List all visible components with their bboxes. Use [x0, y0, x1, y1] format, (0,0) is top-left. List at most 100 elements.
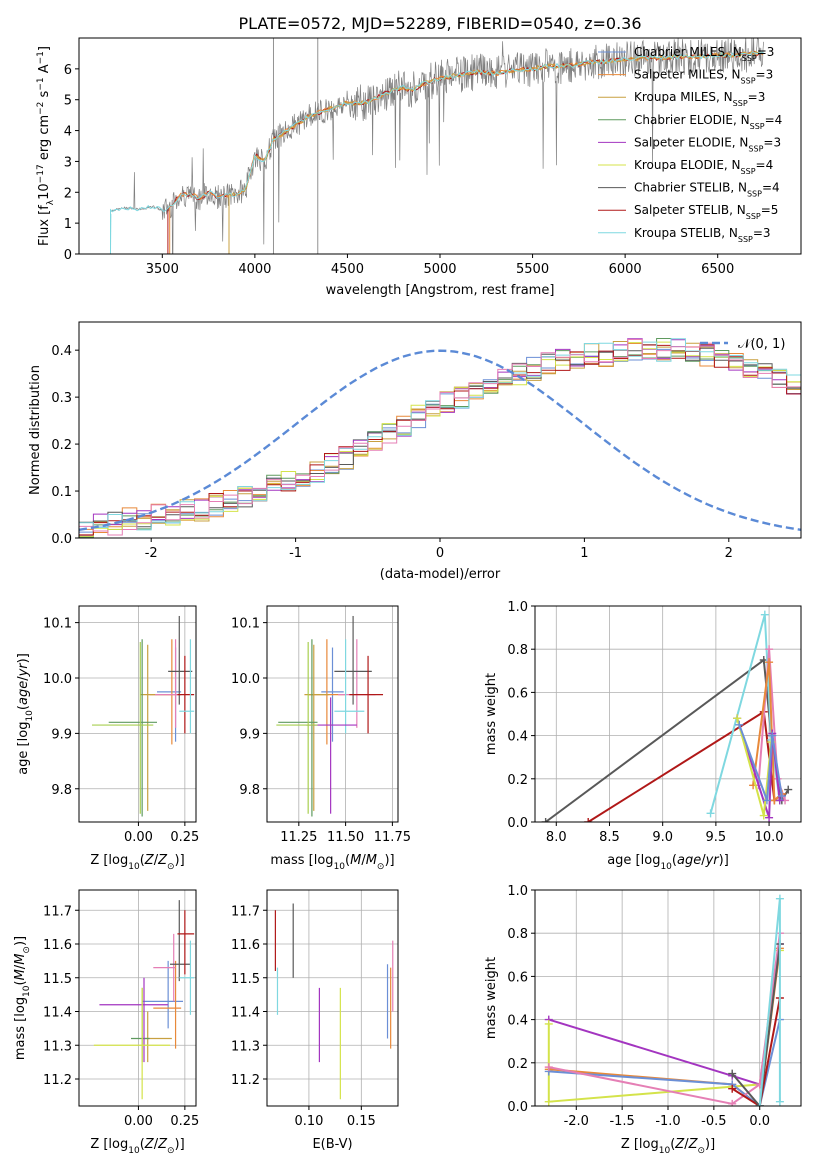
label-part: M	[13, 954, 28, 965]
weight-marker	[728, 1099, 737, 1106]
y-tick-label: 0	[64, 248, 72, 263]
normal-curve	[79, 349, 801, 531]
legend-sub: SSP	[750, 121, 765, 130]
label-part: ⊙	[377, 862, 385, 872]
legend-n: =3	[748, 90, 766, 104]
plot-area	[79, 338, 801, 538]
histogram-step	[79, 346, 801, 533]
y-tick-label: 11.6	[231, 938, 260, 953]
label-part: M	[350, 853, 361, 868]
y-tick-label: 0.2	[507, 1057, 528, 1072]
y-tick-label: 10.1	[231, 617, 260, 632]
y-tick-label: 9.8	[239, 783, 260, 798]
weight-line	[736, 717, 781, 819]
plot-area	[276, 615, 384, 817]
x-axis-label: Z [log10(Z/Z⊙)]	[621, 1137, 715, 1156]
y-tick-label: 0.2	[51, 438, 72, 453]
panel-mass_vs_EBV: 0.10 0.15 11.2 11.3 11.4 11.5 11.6 11.7 E(B-V)	[231, 889, 399, 1152]
axes-frame: 11.25 11.50 11.75 9.8 9.9 10.0 10.1 mass [log10…	[231, 605, 411, 872]
x-tick-label: 6000	[609, 262, 642, 277]
x-tick-label: -1.0	[655, 1114, 680, 1129]
label-part: (	[140, 1137, 145, 1152]
weight-line	[731, 997, 781, 1106]
y-axis-label: age [log10(age/yr)]	[16, 653, 35, 775]
label-part: )]	[384, 853, 394, 868]
label-part: /	[154, 853, 159, 868]
label-part: age	[16, 681, 31, 705]
x-tick-label: 1	[580, 546, 588, 561]
x-tick-label: 11.25	[280, 830, 317, 845]
legend-n: =3	[763, 135, 781, 149]
legend-sub: SSP	[747, 189, 762, 198]
x-tick-label: 8.5	[599, 830, 620, 845]
x-axis-label: Z [log10(Z/Z⊙)]	[90, 1137, 184, 1156]
figure-title: PLATE=0572, MJD=52289, FIBERID=0540, z=0…	[238, 14, 641, 33]
label-part: M	[366, 853, 377, 868]
y-tick-label: 0.6	[507, 970, 528, 985]
label-part: 10	[25, 710, 35, 722]
legend-entry: Salpeter MILES, NSSP=3	[634, 68, 773, 86]
y-axis-label: mass weight	[484, 957, 499, 1039]
legend-text: Salpeter MILES, N	[634, 68, 741, 82]
weight-marker	[765, 658, 774, 667]
panels: 3500 4000 4500 5000 5500 6000 6500 0 1 2 3 4 5 6 wavel…	[13, 37, 802, 1156]
y-tick-label: 11.2	[43, 1073, 72, 1088]
legend-entry: Chabrier STELIB, NSSP=4	[634, 181, 780, 199]
y-tick-label: 5	[64, 94, 72, 109]
legend-n: =4	[762, 181, 780, 195]
legend-entry: Salpeter ELODIE, NSSP=3	[634, 135, 781, 153]
x-tick-label: 9.5	[706, 830, 727, 845]
y-tick-label: 2	[64, 186, 72, 201]
label-part: ⊙	[167, 1146, 175, 1156]
x-tick-label: -1	[289, 546, 302, 561]
x-tick-label: 5500	[516, 262, 549, 277]
x-tick-label: -2.0	[564, 1114, 589, 1129]
weight-marker	[544, 1097, 553, 1106]
label-part: /	[701, 853, 706, 868]
y-tick-label: 0.6	[507, 686, 528, 701]
label-part: (	[670, 1137, 675, 1152]
legend-n: =3	[756, 68, 774, 82]
weight-marker	[775, 796, 784, 805]
y-tick-label: 0.8	[507, 643, 528, 658]
label-part: ⊙	[167, 862, 175, 872]
panel-weight_vs_age: 8.0 8.5 9.0 9.5 10.0 0.0 0.2 0.4 0.6 0.8 1.0 age [l…	[484, 600, 802, 872]
x-tick-label: 8.0	[546, 830, 567, 845]
x-tick-label: 3500	[146, 262, 179, 277]
label-part: 10	[334, 862, 346, 872]
y-axis-label: Normed distribution	[28, 365, 43, 495]
label-part: Flux [f	[37, 205, 52, 246]
y-tick-label: 0.8	[507, 927, 528, 942]
y-tick-label: 11.4	[43, 1006, 72, 1021]
y-tick-label: 0.1	[51, 485, 72, 500]
x-tick-label: 9.0	[652, 830, 673, 845]
legend-sub: SSP	[741, 76, 756, 85]
plot-area	[93, 900, 195, 1100]
legend-entry: Kroupa MILES, NSSP=3	[634, 90, 765, 108]
y-tick-label: 11.7	[43, 904, 72, 919]
x-tick-label: -1.5	[609, 1114, 634, 1129]
legend-text: Chabrier ELODIE, N	[634, 113, 750, 127]
legend-n: =5	[761, 203, 779, 217]
data-spectrum	[110, 38, 764, 254]
y-tick-label: 0.4	[51, 344, 72, 359]
y-tick-label: 1	[64, 217, 72, 232]
y-tick-label: 0.2	[507, 773, 528, 788]
y-tick-label: 11.6	[43, 938, 72, 953]
label-part: )]	[175, 1137, 185, 1152]
legend-text: Kroupa MILES, N	[634, 90, 733, 104]
legend-n: =3	[757, 45, 775, 59]
weight-marker	[777, 792, 786, 801]
x-axis-label: (data-model)/error	[380, 567, 501, 582]
histogram-step	[79, 338, 801, 538]
label-part: Z [log	[90, 853, 128, 868]
label-part: −17	[36, 164, 46, 183]
legend-n: =4	[765, 113, 783, 127]
label-part: mass [log	[13, 997, 28, 1060]
x-tick-label: 0.00	[124, 1114, 153, 1129]
x-tick-label: 0.15	[347, 1114, 376, 1129]
legend-sub: SSP	[748, 144, 763, 153]
weight-line	[738, 724, 783, 801]
weight-marker	[544, 1019, 553, 1028]
label-part: (	[16, 705, 31, 710]
